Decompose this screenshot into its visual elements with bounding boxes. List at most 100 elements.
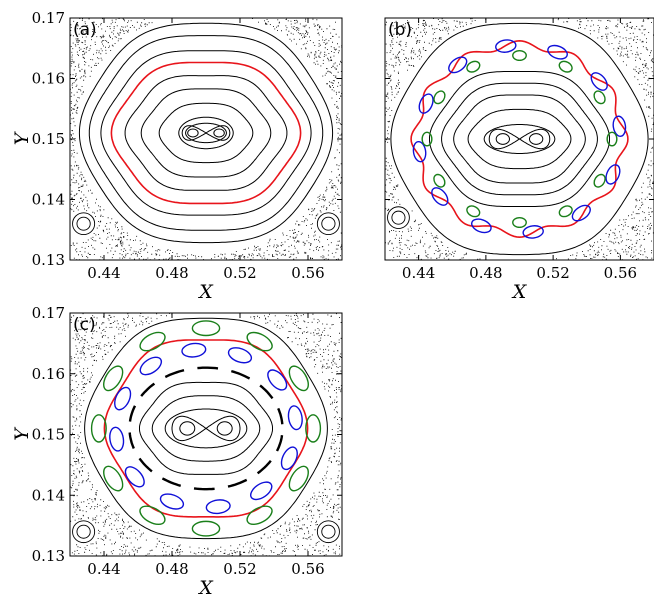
panel-b-outer-arc — [385, 0, 654, 9]
panel-b-island-blue — [495, 39, 517, 53]
panel-c-xtick-label: 0.44 — [87, 560, 120, 578]
panel-c-dashed-ring-segment — [256, 459, 272, 475]
panel-b-island-blue — [522, 225, 544, 239]
panel-b-corner-island — [391, 210, 406, 225]
panel-c-island-green — [246, 331, 273, 352]
panel-c-dashed-ring-segment — [161, 477, 182, 487]
panel-a-xtick-label: 0.52 — [223, 264, 256, 282]
panel-b-island-green — [433, 173, 446, 188]
panel-c-corner-island — [321, 524, 336, 539]
panel-c-island-blue — [181, 342, 207, 358]
panel-c-corner-island — [76, 524, 91, 539]
panel-c-island-green — [246, 505, 273, 526]
panel-c-island-blue — [227, 347, 253, 364]
panel-c-island-blue — [280, 446, 298, 471]
panel-c-corner-island — [72, 520, 96, 544]
panel-a-corner-island — [76, 216, 91, 231]
panel-c-island-blue — [139, 356, 163, 376]
panel-a-corner-island — [316, 212, 340, 236]
panel-b-island-green — [593, 90, 606, 105]
panel-b-corner-island — [387, 206, 410, 229]
panel-c-island-blue — [159, 493, 185, 510]
panel-a-ytick-label: 0.14 — [32, 191, 65, 209]
panel-c-label: (c) — [73, 315, 96, 335]
panel-c-island-blue — [205, 499, 231, 515]
panel-c-island-blue — [124, 466, 145, 488]
panel-b-eight-loop — [528, 133, 544, 145]
panel-c-island-blue — [109, 426, 125, 452]
panel-b-torus-black — [429, 71, 610, 207]
panel-a-torus-black — [88, 35, 324, 231]
panel-a-ytick-label: 0.16 — [32, 70, 65, 88]
panel-c-plot — [70, 313, 342, 556]
panel-c-island-green — [90, 414, 107, 443]
panel-b-plot — [385, 0, 654, 260]
panel-c-ytick-label: 0.17 — [32, 304, 65, 322]
panel-c-island-blue — [287, 405, 303, 431]
panel-a-outer-arc — [70, 0, 342, 6]
panel-c-ylabel: Y — [11, 426, 33, 441]
panel-c-island-green — [139, 505, 166, 526]
panel-c-eight-loop — [216, 421, 233, 436]
panel-a-torus-red — [110, 61, 302, 205]
panel-c-dashed-ring-segment — [197, 366, 219, 370]
panel-a-separatrix — [181, 125, 231, 141]
panel-c-xtick-label: 0.52 — [223, 560, 256, 578]
panel-b-xtick-label: 0.52 — [536, 264, 569, 282]
panel-a-torus-black — [158, 102, 254, 164]
panel-b-island-blue — [571, 204, 591, 222]
panel-b-torus-black — [467, 108, 572, 170]
panel-c-island-blue — [114, 386, 132, 411]
panel-a-plot — [70, 0, 342, 260]
panel-b-island-green — [593, 173, 606, 188]
panel-c-torus-black — [164, 408, 248, 449]
panel-b-island-blue — [605, 164, 621, 185]
panel-c-dashed-ring-segment — [128, 432, 135, 449]
panel-b-island-green — [433, 90, 446, 105]
panel-c-island-green — [191, 520, 221, 537]
panel-b-torus-black — [441, 82, 598, 196]
panel-c-eight-loop — [179, 421, 196, 436]
panel-b: X 0.44 0.48 0.52 0.56 (b) — [384, 0, 654, 303]
panel-b-island-blue — [431, 187, 449, 206]
panel-a-torus-black — [78, 22, 334, 244]
panel-c-torus-black — [84, 317, 328, 540]
panel-a-frame — [69, 17, 343, 261]
panel-c-island-green — [288, 465, 309, 492]
panel-b-island-green — [558, 205, 573, 218]
panel-c-island-green — [139, 331, 166, 352]
panel-b-island-blue — [612, 115, 627, 137]
panel-b-separatrix — [488, 128, 551, 150]
panel-c-dashed-ring-segment — [140, 382, 156, 397]
panel-b-island-blue — [471, 218, 492, 234]
panel-c-island-green — [103, 365, 124, 392]
panel-c-xlabel: X — [197, 577, 214, 595]
panel-c-island-green — [103, 465, 124, 492]
panel-a-corner-island — [321, 216, 336, 231]
panel-b-island-green — [512, 216, 527, 229]
panel-b-island-green — [512, 49, 527, 62]
panel-c-xtick-label: 0.48 — [155, 560, 188, 578]
panel-b-torus-black — [453, 94, 586, 184]
panel-b-island-green — [421, 131, 433, 147]
panel-c-island-green — [288, 365, 309, 392]
panel-a-xlabel: X — [197, 281, 214, 303]
panel-c-ytick-label: 0.15 — [32, 426, 65, 444]
panel-a-sea-dots — [70, 18, 342, 260]
panel-a-xtick-label: 0.56 — [291, 264, 324, 282]
panel-a-eight-loop — [213, 128, 225, 138]
panel-a-ytick-label: 0.17 — [32, 9, 65, 27]
panel-a-torus-black — [124, 75, 288, 191]
panel-c-island-green — [305, 414, 322, 443]
panel-a-torus-black — [140, 88, 272, 178]
panel-b-torus-black — [390, 22, 649, 256]
panel-c-dashed-ring-segment — [193, 487, 215, 491]
panel-b-torus-red — [410, 39, 629, 239]
panel-c-ytick-label: 0.16 — [32, 365, 65, 383]
panel-a-chaotic-sea — [70, 18, 342, 260]
panel-a-torus-black — [178, 116, 234, 150]
panel-b-island-blue — [590, 72, 608, 91]
panel-b-island-green — [466, 60, 481, 73]
panel-a-label: (a) — [73, 20, 97, 40]
